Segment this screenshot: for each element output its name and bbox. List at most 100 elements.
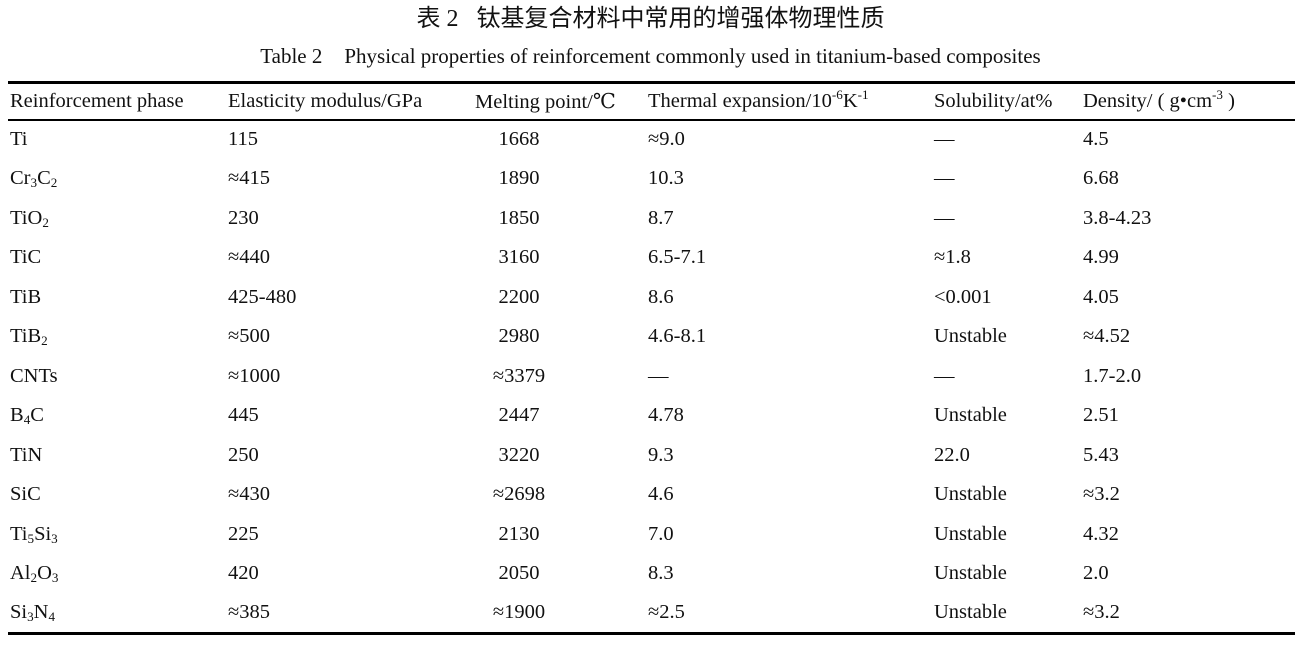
column-header-solubility: Solubility/at% — [930, 82, 1073, 121]
cell-phase: SiC — [10, 483, 41, 506]
cell-expansion: 9.3 — [648, 443, 674, 466]
cell-phase: Al2O3 — [10, 562, 59, 586]
cell-modulus: ≈440 — [228, 246, 271, 269]
cell-phase: TiN — [10, 443, 43, 466]
cell-density: 5.43 — [1083, 443, 1119, 466]
cell-melting: 1890 — [498, 167, 540, 190]
caption-en-text: Physical properties of reinforcement com… — [344, 44, 1041, 68]
cell-solubility: Unstable — [934, 325, 1007, 348]
cell-expansion: 8.7 — [648, 206, 674, 229]
cell-modulus: 230 — [228, 206, 259, 229]
cell-modulus: ≈500 — [228, 325, 271, 348]
cell-modulus: ≈415 — [228, 167, 271, 190]
cell-phase: Cr3C2 — [10, 167, 58, 191]
cell-modulus: 225 — [228, 522, 259, 545]
properties-table: Reinforcement phase Elasticity modulus/G… — [8, 81, 1295, 635]
table-body: Ti 115 1668 ≈9.0 — 4.5 Cr3C2 ≈415 1890 10.3 — 6.68 T… — [8, 120, 1295, 634]
cell-solubility: Unstable — [934, 601, 1007, 623]
cell-solubility: 22.0 — [934, 443, 970, 466]
header-row: Reinforcement phase Elasticity modulus/G… — [8, 82, 1295, 121]
cell-density: 4.5 — [1083, 128, 1109, 151]
cell-melting: 3220 — [498, 443, 540, 466]
cell-density: 3.8-4.23 — [1083, 206, 1152, 229]
cell-modulus: ≈1000 — [228, 364, 281, 387]
cell-density: 1.7-2.0 — [1083, 364, 1142, 387]
table-row: Si3N4 ≈385 ≈1900 ≈2.5 Unstable ≈3.2 — [8, 594, 1295, 634]
table-row: Cr3C2 ≈415 1890 10.3 — 6.68 — [8, 159, 1295, 199]
table-row: TiN 250 3220 9.3 22.0 5.43 — [8, 436, 1295, 476]
caption-zh-text: 钛基复合材料中常用的增强体物理性质 — [476, 6, 885, 32]
column-header-melting-point: Melting point/℃ — [474, 82, 640, 121]
cell-modulus: 420 — [228, 562, 259, 585]
cell-density: 4.99 — [1083, 246, 1119, 269]
cell-melting: ≈1900 — [492, 601, 546, 623]
cell-solubility: Unstable — [934, 522, 1007, 545]
cell-expansion: ≈2.5 — [648, 601, 685, 623]
cell-modulus: 425-480 — [228, 285, 297, 308]
cell-density: 4.05 — [1083, 285, 1119, 308]
cell-phase: Ti — [10, 128, 28, 151]
cell-solubility: — — [934, 167, 955, 190]
cell-expansion: 4.6 — [648, 483, 674, 506]
cell-expansion: 7.0 — [648, 522, 674, 545]
column-header-reinforcement-phase: Reinforcement phase — [8, 82, 226, 121]
cell-expansion: 8.3 — [648, 562, 674, 585]
cell-solubility: ≈1.8 — [934, 246, 971, 269]
cell-density: 6.68 — [1083, 167, 1119, 190]
cell-phase: Si3N4 — [10, 601, 56, 624]
cell-expansion: 6.5-7.1 — [648, 246, 707, 269]
cell-modulus: ≈385 — [228, 601, 271, 623]
cell-melting: 3160 — [498, 246, 540, 269]
table-row: TiB2 ≈500 2980 4.6-8.1 Unstable ≈4.52 — [8, 317, 1295, 357]
cell-density: ≈3.2 — [1083, 601, 1120, 623]
caption-zh-label: 表 2 — [416, 6, 459, 32]
cell-modulus: 250 — [228, 443, 259, 466]
cell-solubility: — — [934, 206, 955, 229]
cell-melting: 2200 — [498, 285, 540, 308]
cell-modulus: ≈430 — [228, 483, 271, 506]
cell-melting: 2980 — [498, 325, 540, 348]
cell-melting: 2050 — [498, 562, 540, 585]
cell-solubility: — — [934, 364, 955, 387]
cell-melting: 1668 — [498, 128, 540, 151]
table-row: TiC ≈440 3160 6.5-7.1 ≈1.8 4.99 — [8, 238, 1295, 278]
cell-expansion: 4.78 — [648, 404, 684, 427]
cell-modulus: 445 — [228, 404, 259, 427]
table-row: SiC ≈430 ≈2698 4.6 Unstable ≈3.2 — [8, 475, 1295, 515]
cell-modulus: 115 — [228, 128, 258, 151]
table-row: Ti5Si3 225 2130 7.0 Unstable 4.32 — [8, 515, 1295, 555]
cell-expansion: 4.6-8.1 — [648, 325, 707, 348]
cell-melting: 1850 — [498, 206, 540, 229]
column-header-density: Density/ ( g•cm-3 ) — [1073, 82, 1295, 121]
cell-expansion: 10.3 — [648, 167, 684, 190]
table-row: Al2O3 420 2050 8.3 Unstable 2.0 — [8, 554, 1295, 594]
cell-expansion: ≈9.0 — [648, 128, 685, 151]
table-row: Ti 115 1668 ≈9.0 — 4.5 — [8, 120, 1295, 160]
cell-density: 4.32 — [1083, 522, 1119, 545]
cell-solubility: Unstable — [934, 404, 1007, 427]
cell-phase: Ti5Si3 — [10, 522, 58, 546]
table-row: B4C 445 2447 4.78 Unstable 2.51 — [8, 396, 1295, 436]
cell-solubility: — — [934, 128, 955, 151]
cell-melting: 2130 — [498, 522, 540, 545]
cell-density: 2.0 — [1083, 562, 1109, 585]
cell-expansion: — — [648, 364, 669, 387]
cell-solubility: Unstable — [934, 483, 1007, 506]
cell-melting: ≈2698 — [492, 483, 546, 506]
table-row: TiB 425-480 2200 8.6 <0.001 4.05 — [8, 278, 1295, 318]
cell-melting: ≈3379 — [492, 364, 546, 387]
table-row: TiO2 230 1850 8.7 — 3.8-4.23 — [8, 199, 1295, 239]
column-header-thermal-expansion: Thermal expansion/10-6K-1 — [640, 82, 930, 121]
cell-density: ≈4.52 — [1083, 325, 1131, 348]
cell-density: ≈3.2 — [1083, 483, 1120, 506]
cell-phase: TiO2 — [10, 206, 49, 230]
cell-phase: B4C — [10, 404, 44, 428]
cell-density: 2.51 — [1083, 404, 1119, 427]
cell-phase: TiC — [10, 246, 42, 269]
cell-solubility: <0.001 — [934, 285, 992, 308]
cell-phase: TiB — [10, 285, 42, 308]
cell-expansion: 8.6 — [648, 285, 674, 308]
cell-melting: 2447 — [498, 404, 540, 427]
caption-en-label: Table 2 — [260, 44, 323, 68]
cell-phase: CNTs — [10, 364, 58, 387]
